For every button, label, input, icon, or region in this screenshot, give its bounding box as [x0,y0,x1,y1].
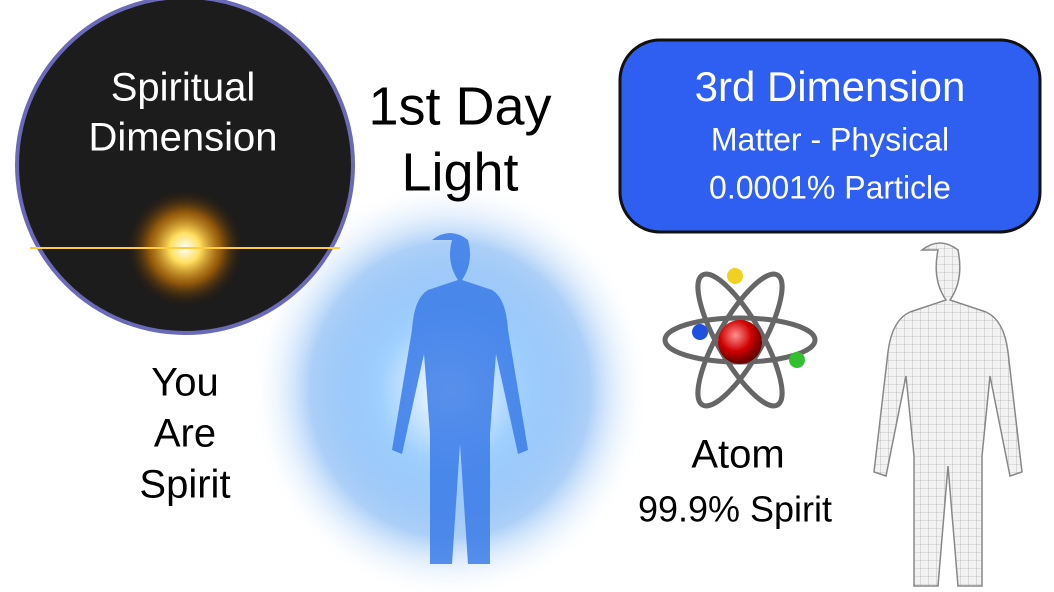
heading-line: 1st Day [368,76,551,136]
dimension-box: 3rd Dimension Matter - Physical 0.0001% … [620,40,1040,232]
caption-line: Spirit [139,463,230,507]
atom-label: Atom [691,433,784,477]
heading-line: Light [401,142,518,202]
circle-line: Dimension [89,116,278,160]
spiritual-circle: Spiritual Dimension [17,0,353,333]
atom-icon [665,264,815,416]
circle-line: Spiritual [111,66,256,110]
wireframe-body [874,243,1022,586]
box-line: Matter - Physical [711,121,949,157]
caption-line: Are [154,412,216,456]
atom-sublabel: 99.9% Spirit [638,489,832,530]
box-title: 3rd Dimension [695,63,966,110]
box-line: 0.0001% Particle [709,169,951,205]
caption-line: You [151,361,219,405]
slide: Spiritual Dimension 1st Day Light 3rd Di… [0,0,1054,592]
